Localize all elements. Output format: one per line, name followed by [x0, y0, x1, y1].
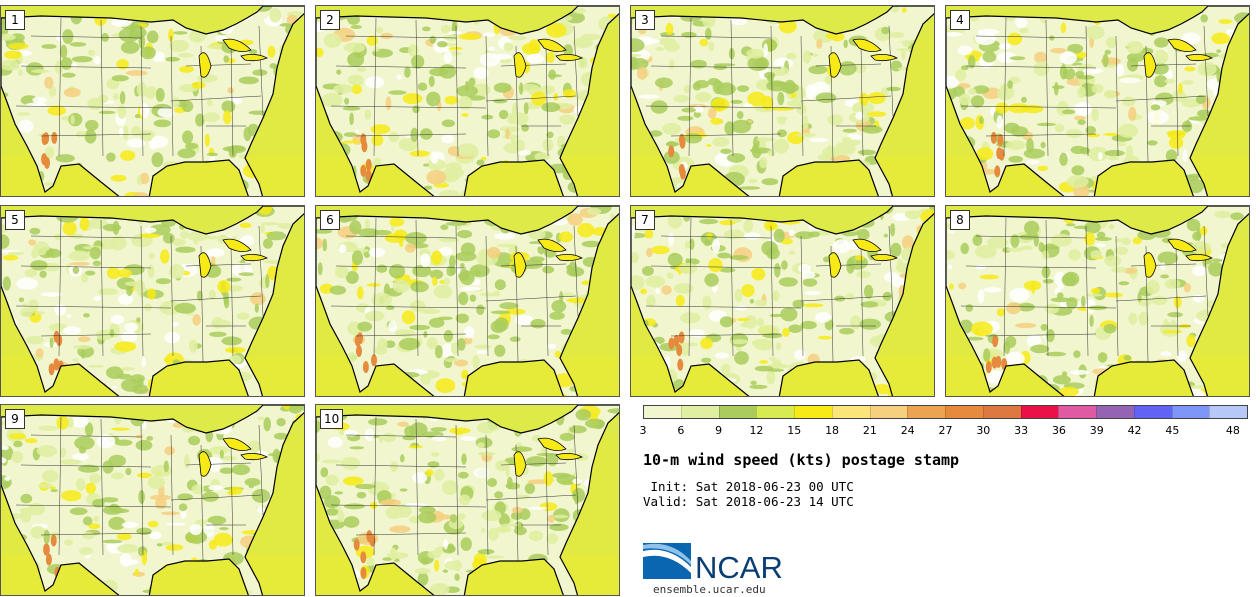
- member-number-label: 7: [635, 210, 655, 230]
- colorbar-tick-label: 39: [1089, 424, 1104, 437]
- colorbar-swatch: [1209, 406, 1247, 418]
- valid-label: Valid:: [643, 494, 689, 509]
- colorbar-swatch: [718, 406, 757, 418]
- wind-speed-map: [631, 206, 934, 396]
- member-number-label: 9: [5, 409, 25, 429]
- member-number-label: 10: [320, 409, 344, 429]
- wind-speed-map: [946, 206, 1249, 396]
- colorbar-tick-label: 48: [1225, 424, 1240, 437]
- wind-speed-colorbar: [643, 405, 1248, 419]
- wind-speed-map: [1, 206, 304, 396]
- wind-speed-map: [316, 6, 619, 196]
- ncar-logo[interactable]: NCAR: [643, 541, 793, 583]
- colorbar-swatch: [982, 406, 1021, 418]
- colorbar-swatch: [945, 406, 983, 418]
- init-value: Sat 2018-06-23 00 UTC: [695, 479, 854, 494]
- colorbar-swatch: [794, 406, 832, 418]
- colorbar-swatch: [644, 406, 681, 418]
- wind-speed-map: [1, 6, 304, 196]
- member-panel-7[interactable]: 7: [630, 205, 935, 397]
- colorbar-tick-label: 3: [639, 424, 647, 437]
- colorbar-tick-label: 15: [787, 424, 802, 437]
- colorbar-tick-label: 30: [976, 424, 991, 437]
- init-label: Init:: [643, 479, 689, 494]
- valid-time: Valid: Sat 2018-06-23 14 UTC: [643, 494, 854, 509]
- member-number-label: 1: [5, 10, 25, 30]
- member-panel-5[interactable]: 5: [0, 205, 305, 397]
- wind-speed-map: [316, 206, 619, 396]
- member-panel-1[interactable]: 1: [0, 5, 305, 197]
- colorbar-tick-label: 21: [862, 424, 877, 437]
- product-title: 10-m wind speed (kts) postage stamp: [643, 451, 960, 469]
- member-number-label: 3: [635, 10, 655, 30]
- member-number-label: 5: [5, 210, 25, 230]
- colorbar-swatch: [1133, 406, 1172, 418]
- ensemble-url[interactable]: ensemble.ucar.edu: [653, 583, 766, 596]
- colorbar-tick-label: 45: [1165, 424, 1180, 437]
- member-number-label: 6: [320, 210, 340, 230]
- member-panel-10[interactable]: 10: [315, 404, 620, 596]
- colorbar-tick-label: 27: [938, 424, 953, 437]
- init-time: Init: Sat 2018-06-23 00 UTC: [643, 479, 854, 494]
- colorbar-swatch: [907, 406, 945, 418]
- colorbar-tick-label: 9: [715, 424, 723, 437]
- member-panel-4[interactable]: 4: [945, 5, 1250, 197]
- wind-speed-map: [631, 6, 934, 196]
- valid-value: Sat 2018-06-23 14 UTC: [695, 494, 854, 509]
- colorbar-tick-label: 12: [749, 424, 764, 437]
- ncar-logo-text: NCAR: [695, 550, 783, 583]
- colorbar-swatch: [1058, 406, 1096, 418]
- colorbar-swatch: [680, 406, 719, 418]
- wind-speed-map: [946, 6, 1249, 196]
- colorbar-swatch: [1020, 406, 1059, 418]
- colorbar-swatch: [869, 406, 908, 418]
- colorbar-tick-label: 18: [825, 424, 840, 437]
- colorbar-tick-label: 33: [1014, 424, 1029, 437]
- colorbar-swatch: [1171, 406, 1210, 418]
- colorbar-tick-label: 6: [677, 424, 685, 437]
- colorbar-swatch: [1096, 406, 1134, 418]
- colorbar-tick-label: 42: [1127, 424, 1142, 437]
- member-number-label: 4: [950, 10, 970, 30]
- member-panel-6[interactable]: 6: [315, 205, 620, 397]
- wind-speed-map: [1, 405, 304, 595]
- colorbar-swatch: [831, 406, 870, 418]
- member-panel-3[interactable]: 3: [630, 5, 935, 197]
- member-panel-8[interactable]: 8: [945, 205, 1250, 397]
- colorbar-tick-label: 24: [900, 424, 915, 437]
- member-number-label: 8: [950, 210, 970, 230]
- colorbar-tick-label: 36: [1051, 424, 1066, 437]
- member-panel-2[interactable]: 2: [315, 5, 620, 197]
- wind-speed-map: [316, 405, 619, 595]
- colorbar-swatch: [756, 406, 794, 418]
- member-number-label: 2: [320, 10, 340, 30]
- member-panel-9[interactable]: 9: [0, 404, 305, 596]
- colorbar-tick-labels: 3 6 9 12 15 18 21 24 27 30 33 36 39 42 45 48: [639, 424, 1248, 438]
